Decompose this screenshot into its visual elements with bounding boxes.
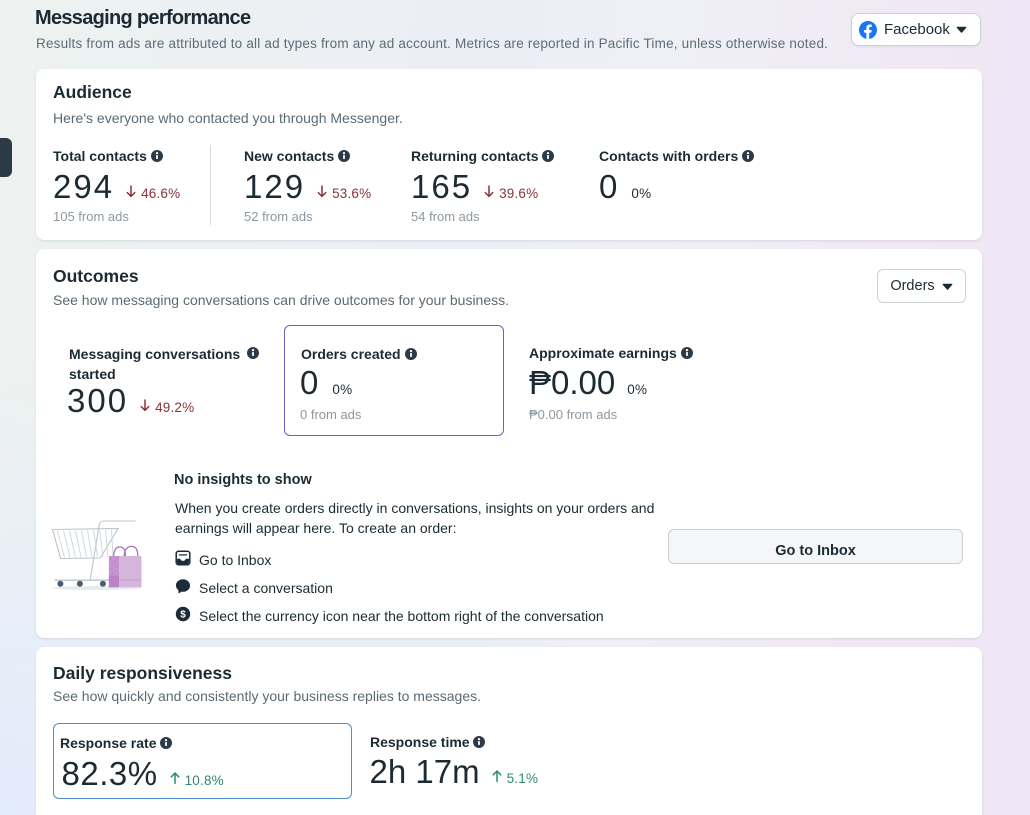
svg-text:$: $: [180, 609, 186, 620]
